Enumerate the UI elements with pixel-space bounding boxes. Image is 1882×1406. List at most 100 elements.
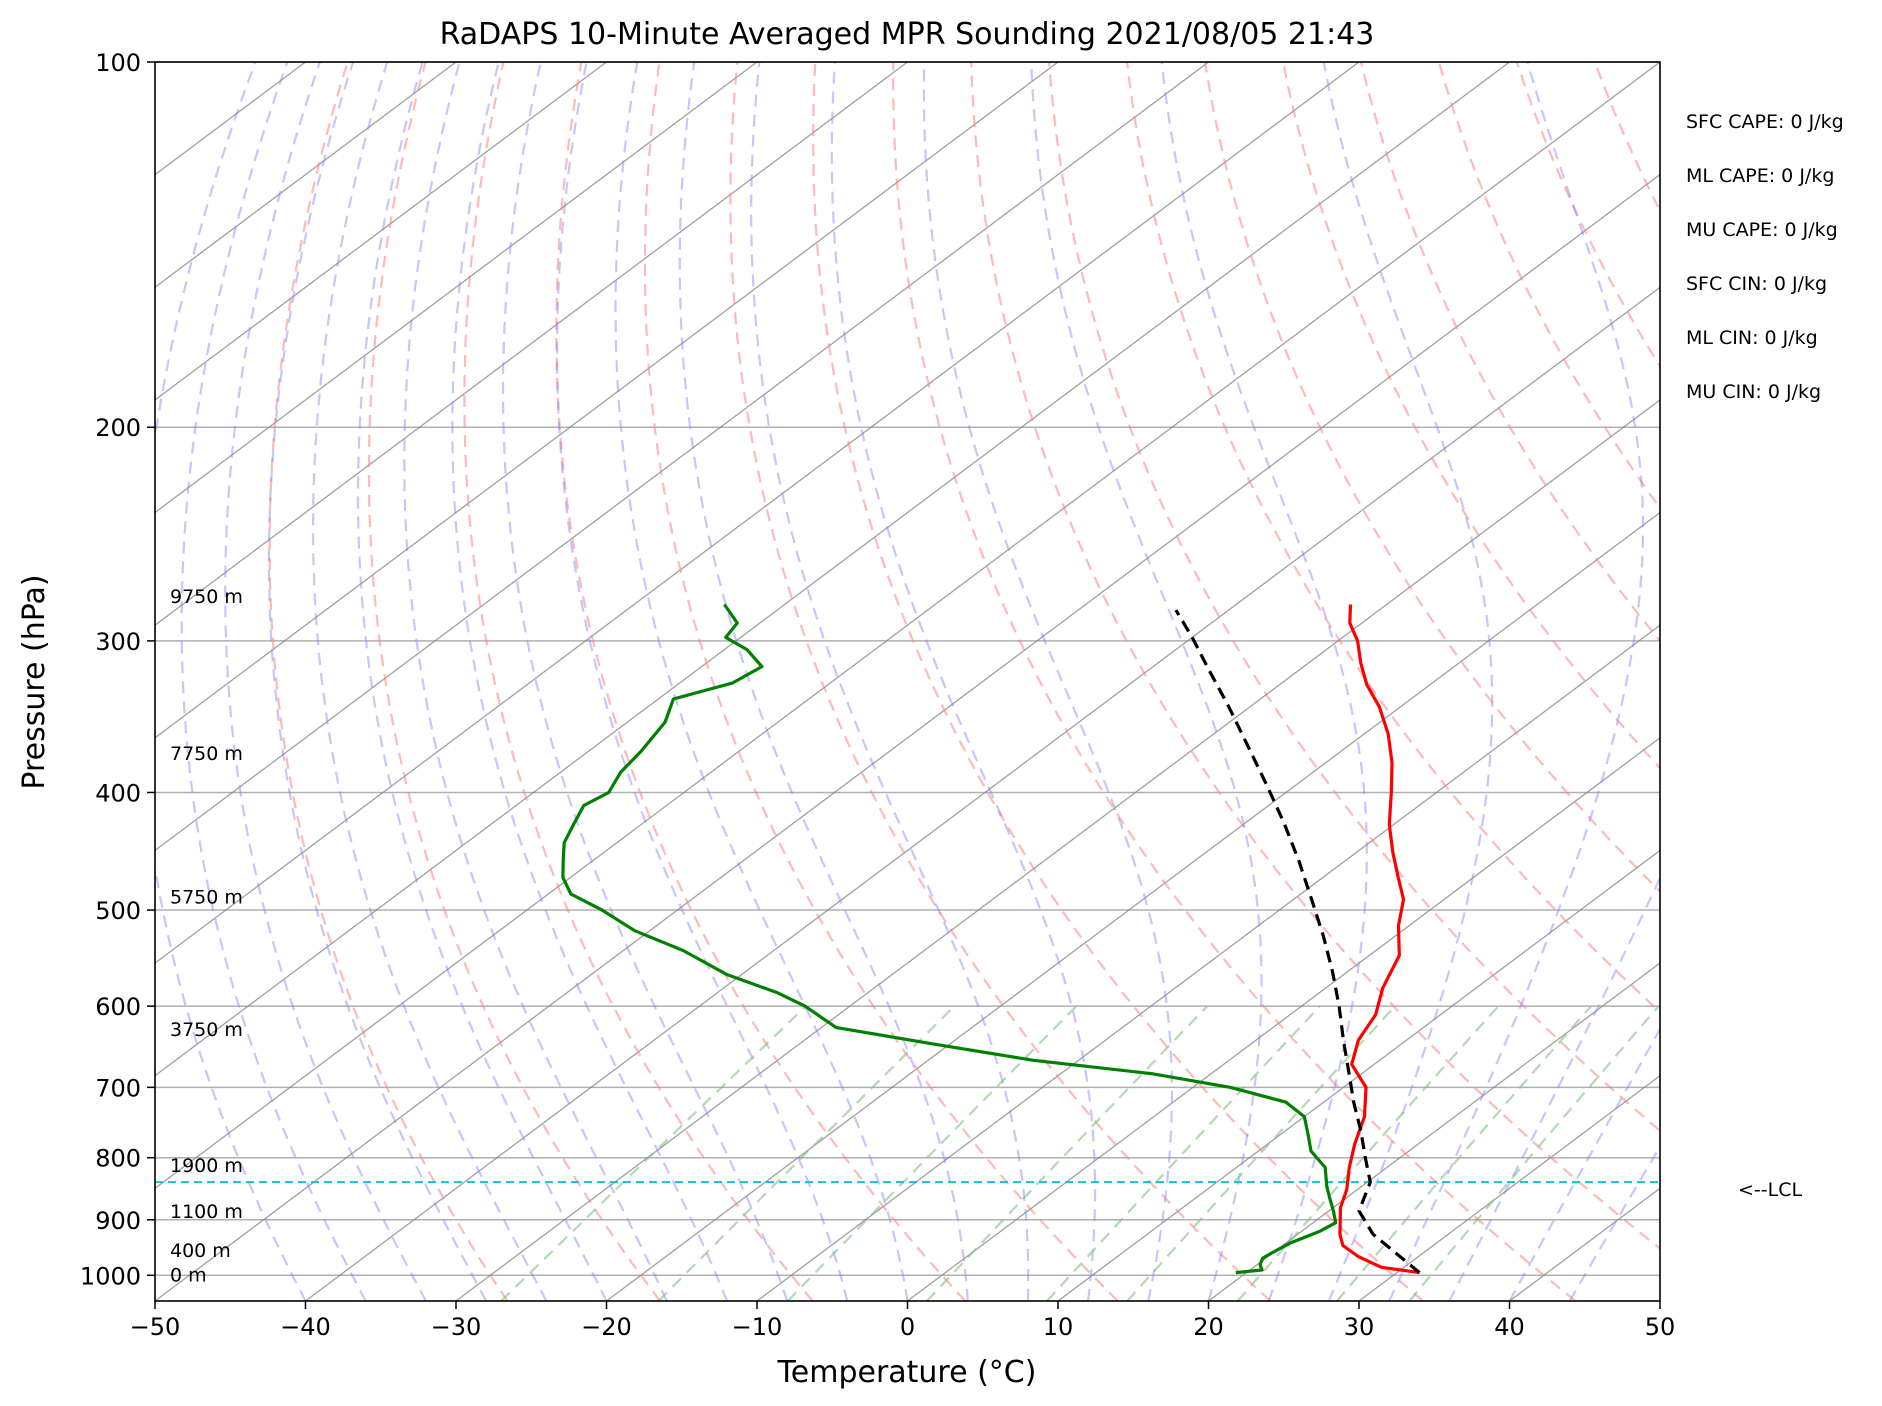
height-label: 9750 m — [170, 586, 243, 608]
stability-index-text: MU CAPE: 0 J/kg — [1686, 219, 1838, 241]
moist-adiabat-line — [224, 62, 427, 1301]
isotherm-line — [455, 399, 1660, 1301]
isotherm-line — [155, 62, 1059, 739]
y-tick-label: 800 — [95, 1145, 141, 1173]
y-tick-label: 1000 — [80, 1262, 141, 1290]
height-label: 7750 m — [170, 743, 243, 765]
isotherm-line — [155, 62, 758, 514]
x-axis-label: Temperature (°C) — [777, 1355, 1037, 1390]
x-tick-label: −10 — [732, 1313, 783, 1341]
stability-indices: SFC CAPE: 0 J/kg ML CAPE: 0 J/kg MU CAPE: … — [1686, 111, 1844, 403]
dry-adiabat-line — [1751, 62, 1882, 1301]
isotherm-line — [155, 62, 1360, 964]
isotherm-line — [1057, 849, 1660, 1301]
background-lines — [155, 62, 1882, 1301]
mixing-ratio-line — [926, 1005, 1209, 1301]
y-tick-label: 300 — [95, 628, 141, 656]
isotherm-line — [1208, 962, 1660, 1301]
x-axis-ticks: −50 −40 −30 −20 −10 0 10 20 30 40 50 — [130, 1301, 1676, 1341]
dry-adiabat-line — [1281, 62, 1660, 770]
y-tick-label: 200 — [95, 414, 141, 442]
y-tick-label: 900 — [95, 1207, 141, 1235]
moist-adiabat-line — [312, 62, 548, 1301]
parcel-path-trace — [1174, 609, 1421, 1274]
stability-index-text: SFC CIN: 0 J/kg — [1686, 273, 1827, 295]
x-tick-label: 10 — [1043, 1313, 1074, 1341]
moist-adiabat-line — [555, 62, 849, 1301]
x-tick-label: −40 — [280, 1313, 331, 1341]
temperature-trace — [1338, 604, 1420, 1275]
isotherm-line — [305, 286, 1660, 1301]
moist-adiabat-line — [403, 62, 668, 1301]
moist-adiabat-line — [451, 62, 728, 1301]
stability-index-text: SFC CAPE: 0 J/kg — [1686, 111, 1844, 133]
isotherm-line — [1659, 1300, 1660, 1301]
dry-adiabat-line — [463, 62, 814, 1301]
moist-adiabat-line — [1160, 62, 1369, 1301]
isotherm-line — [756, 624, 1660, 1301]
dry-adiabat-line — [1359, 62, 1660, 643]
moist-adiabat-line — [155, 62, 307, 1301]
mixing-ratio-line — [1046, 1005, 1321, 1301]
y-axis-label: Pressure (hPa) — [17, 574, 52, 789]
mixing-ratio-line — [657, 1005, 956, 1301]
dry-adiabat-line — [729, 62, 1272, 1301]
stability-index-text: ML CAPE: 0 J/kg — [1686, 165, 1834, 187]
height-label: 1100 m — [170, 1201, 243, 1223]
isotherm-line — [606, 511, 1660, 1301]
dry-adiabat-line — [1593, 62, 1660, 214]
isotherm-line — [155, 62, 607, 401]
x-tick-label: 20 — [1193, 1313, 1224, 1341]
moist-adiabat-line — [1388, 62, 1645, 1301]
lcl-label: <--LCL — [1738, 1179, 1802, 1201]
isotherm-line — [155, 62, 1209, 852]
moist-adiabat-line — [501, 62, 789, 1301]
height-labels: 9750 m 7750 m 5750 m 3750 m 1900 m 1100 m 400 … — [170, 586, 243, 1286]
mixing-ratio-line — [787, 1005, 1078, 1301]
moist-adiabat-line — [356, 62, 608, 1301]
y-tick-label: 500 — [95, 897, 141, 925]
stability-index-text: ML CIN: 0 J/kg — [1686, 327, 1818, 349]
isotherm-line — [155, 62, 1510, 1077]
x-tick-label: 30 — [1344, 1313, 1375, 1341]
isotherm-line — [907, 737, 1660, 1301]
dry-adiabat-line — [555, 62, 967, 1301]
x-tick-label: −20 — [581, 1313, 632, 1341]
chart-title: RaDAPS 10-Minute Averaged MPR Sounding 2… — [440, 17, 1375, 52]
height-label: 1900 m — [170, 1155, 243, 1177]
isotherm-line — [155, 62, 908, 626]
y-tick-label: 600 — [95, 993, 141, 1021]
mixing-ratio-line — [500, 1005, 807, 1301]
height-label: 400 m — [170, 1240, 231, 1262]
height-label: 0 m — [170, 1264, 207, 1286]
moist-adiabat-line — [922, 62, 1174, 1301]
moist-adiabat-line — [1030, 62, 1263, 1301]
mixing-ratio-line — [1236, 1005, 1500, 1301]
x-tick-label: 50 — [1645, 1313, 1676, 1341]
mixing-ratio-line — [1408, 1005, 1660, 1301]
dry-adiabat-line — [643, 62, 1119, 1301]
x-tick-label: −50 — [130, 1313, 181, 1341]
moist-adiabat-line — [267, 62, 488, 1301]
x-tick-label: 40 — [1494, 1313, 1525, 1341]
isotherm-line — [155, 173, 1660, 1301]
moist-adiabat-line — [830, 62, 1097, 1301]
dry-adiabat-line — [1515, 62, 1660, 369]
y-tick-label: 100 — [95, 49, 141, 77]
dry-adiabat-line — [970, 62, 1660, 1250]
dry-adiabat-line — [268, 62, 509, 1301]
mixing-ratio-line — [1126, 1005, 1397, 1301]
moist-adiabat-line — [180, 62, 367, 1301]
moist-adiabat-line — [614, 62, 909, 1301]
height-label: 3750 m — [170, 1019, 243, 1041]
dry-adiabat-line — [1673, 62, 1882, 1301]
dry-adiabat-line — [811, 62, 1424, 1301]
mixing-ratio-line — [1336, 1005, 1592, 1301]
dewpoint-trace — [561, 603, 1338, 1275]
x-tick-label: 0 — [900, 1313, 915, 1341]
moist-adiabat-line — [1322, 62, 1494, 1301]
y-tick-label: 700 — [95, 1074, 141, 1102]
isotherm-line — [155, 62, 1660, 1190]
dry-adiabat-line — [367, 62, 661, 1301]
